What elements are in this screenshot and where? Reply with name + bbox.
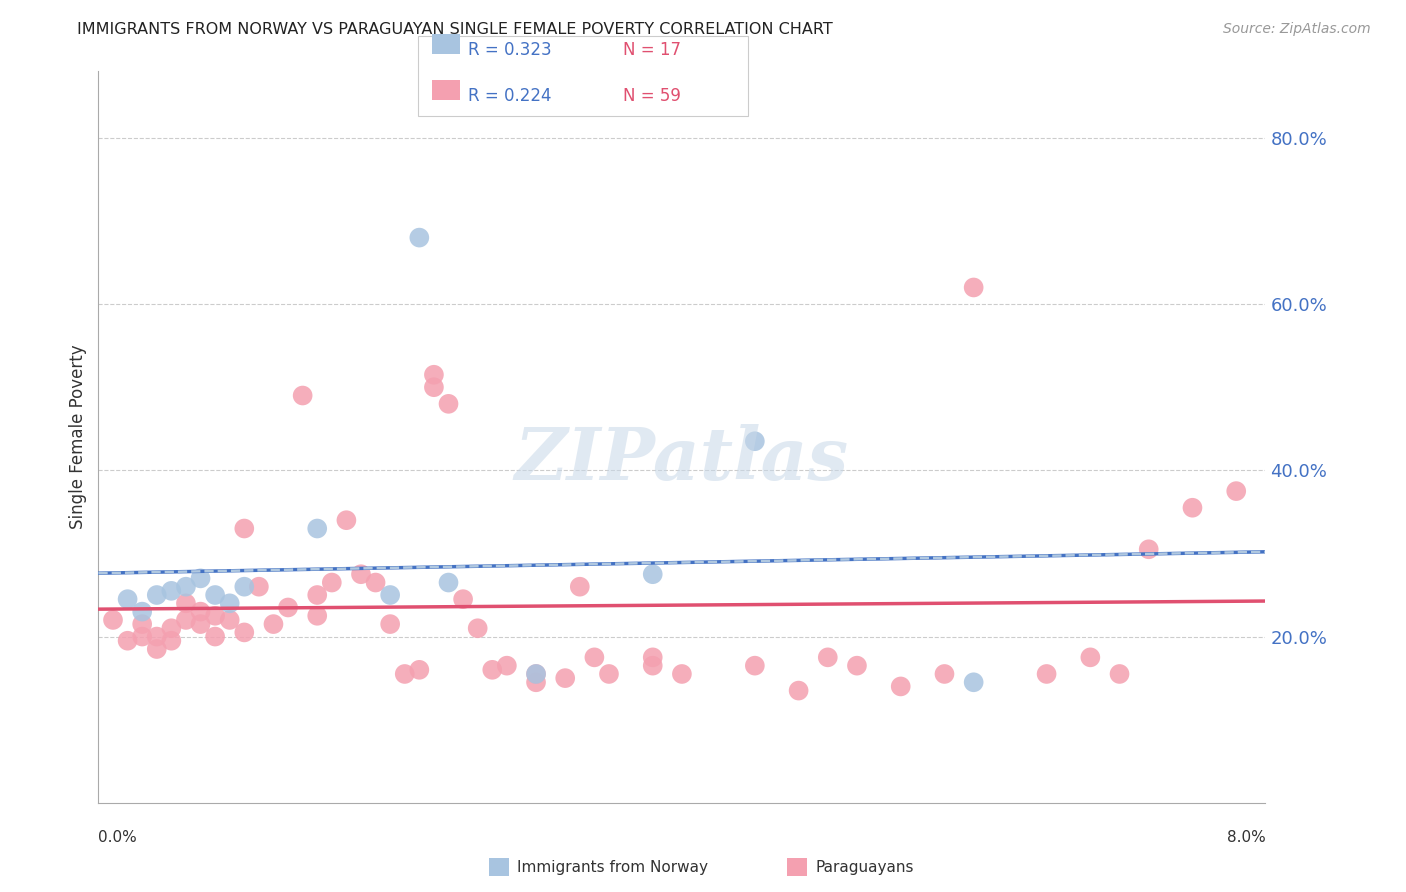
- Point: [277, 600, 299, 615]
- Point: [350, 567, 373, 582]
- Point: [204, 588, 226, 602]
- Point: [671, 667, 693, 681]
- Point: [117, 633, 139, 648]
- Point: [262, 617, 284, 632]
- Text: N = 59: N = 59: [623, 87, 681, 105]
- Point: [1080, 650, 1102, 665]
- Point: [146, 588, 169, 602]
- Point: [1137, 542, 1160, 557]
- Text: ZIPatlas: ZIPatlas: [515, 424, 849, 494]
- Point: [524, 667, 547, 681]
- Point: [437, 397, 460, 411]
- Point: [583, 650, 606, 665]
- Point: [233, 625, 256, 640]
- Point: [598, 667, 620, 681]
- Point: [204, 608, 226, 623]
- Point: [408, 230, 430, 244]
- Point: [307, 588, 329, 602]
- Point: [174, 580, 197, 594]
- Text: Paraguayans: Paraguayans: [815, 860, 914, 874]
- Text: Source: ZipAtlas.com: Source: ZipAtlas.com: [1223, 22, 1371, 37]
- Point: [846, 658, 869, 673]
- Point: [321, 575, 343, 590]
- Point: [160, 621, 183, 635]
- Point: [890, 680, 912, 694]
- Point: [641, 658, 664, 673]
- Text: N = 17: N = 17: [623, 41, 681, 59]
- Point: [131, 605, 153, 619]
- Point: [423, 380, 446, 394]
- Point: [467, 621, 489, 635]
- Point: [233, 521, 256, 535]
- Point: [554, 671, 576, 685]
- Text: 0.0%: 0.0%: [98, 830, 138, 845]
- Point: [233, 580, 256, 594]
- Point: [190, 571, 212, 585]
- Text: 8.0%: 8.0%: [1226, 830, 1265, 845]
- Point: [1108, 667, 1130, 681]
- Point: [364, 575, 387, 590]
- Point: [641, 650, 664, 665]
- Y-axis label: Single Female Poverty: Single Female Poverty: [69, 345, 87, 529]
- Point: [641, 567, 664, 582]
- Text: IMMIGRANTS FROM NORWAY VS PARAGUAYAN SINGLE FEMALE POVERTY CORRELATION CHART: IMMIGRANTS FROM NORWAY VS PARAGUAYAN SIN…: [77, 22, 834, 37]
- Point: [787, 683, 810, 698]
- Point: [146, 630, 169, 644]
- Point: [423, 368, 446, 382]
- Point: [131, 617, 153, 632]
- Point: [1035, 667, 1057, 681]
- Point: [117, 592, 139, 607]
- Point: [218, 613, 240, 627]
- Point: [204, 630, 226, 644]
- Point: [481, 663, 503, 677]
- Point: [568, 580, 591, 594]
- Point: [218, 596, 240, 610]
- Point: [307, 608, 329, 623]
- Point: [408, 663, 430, 677]
- Point: [524, 675, 547, 690]
- Point: [1225, 484, 1247, 499]
- Point: [131, 630, 153, 644]
- Point: [744, 658, 766, 673]
- Point: [1181, 500, 1204, 515]
- Point: [437, 575, 460, 590]
- Point: [394, 667, 416, 681]
- Point: [962, 675, 984, 690]
- Point: [160, 583, 183, 598]
- Point: [962, 280, 984, 294]
- Point: [247, 580, 270, 594]
- Point: [160, 633, 183, 648]
- Point: [451, 592, 474, 607]
- Text: R = 0.224: R = 0.224: [468, 87, 551, 105]
- Text: R = 0.323: R = 0.323: [468, 41, 551, 59]
- Point: [744, 434, 766, 449]
- Point: [174, 596, 197, 610]
- Text: Immigrants from Norway: Immigrants from Norway: [517, 860, 709, 874]
- Point: [146, 642, 169, 657]
- Point: [378, 617, 402, 632]
- Point: [174, 613, 197, 627]
- Point: [190, 605, 212, 619]
- Point: [335, 513, 357, 527]
- Point: [307, 521, 329, 535]
- Point: [291, 388, 314, 402]
- Point: [101, 613, 124, 627]
- Point: [496, 658, 519, 673]
- Point: [817, 650, 839, 665]
- Point: [524, 667, 547, 681]
- Point: [190, 617, 212, 632]
- Point: [378, 588, 402, 602]
- Point: [934, 667, 956, 681]
